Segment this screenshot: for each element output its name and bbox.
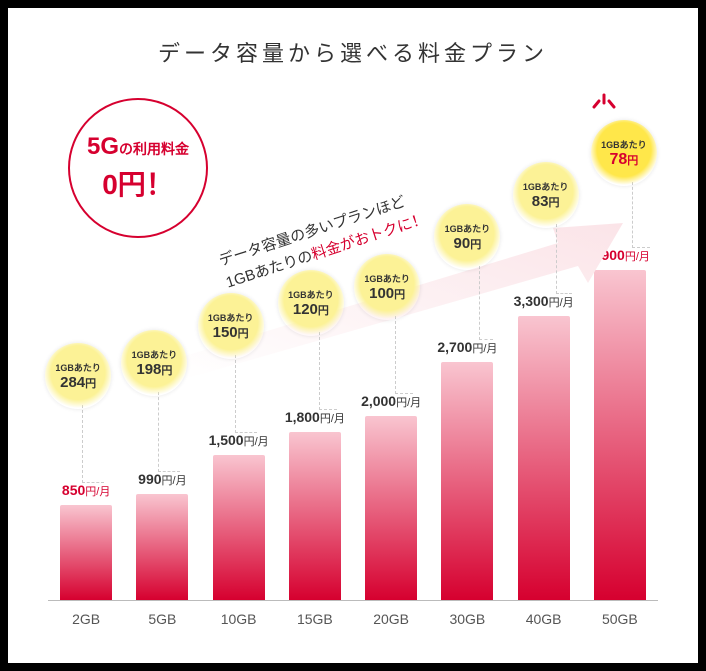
x-axis-label: 2GB [48, 605, 124, 633]
bar [136, 494, 188, 600]
x-axis-label: 40GB [506, 605, 582, 633]
per-gb-badge: 1GBあたり284円 [45, 343, 111, 409]
bar [441, 362, 493, 600]
bar [594, 270, 646, 600]
promo-line2: 0円！ [102, 163, 174, 203]
bar [365, 416, 417, 600]
per-gb-badge: 1GBあたり120円 [278, 270, 344, 336]
x-axis-label: 50GB [582, 605, 658, 633]
badge-connector [395, 316, 413, 394]
bar-column: 990円/月1GBあたり198円 [124, 471, 200, 600]
badge-connector [82, 405, 104, 483]
price-label: 2,000円/月 [361, 393, 421, 410]
badge-connector [319, 332, 337, 410]
per-gb-badge: 1GBあたり83円 [513, 162, 579, 228]
badge-connector [479, 266, 493, 340]
promo-line1: 5Gの利用料金 [87, 133, 189, 161]
x-axis-label: 30GB [429, 605, 505, 633]
bars-area: 850円/月1GBあたり284円990円/月1GBあたり198円1,500円/月… [48, 231, 658, 601]
x-axis-label: 10GB [201, 605, 277, 633]
bar [213, 455, 265, 600]
x-axis-label: 5GB [124, 605, 200, 633]
per-gb-badge: 1GBあたり150円 [198, 293, 264, 359]
price-label: 3,900円/月 [590, 247, 650, 264]
per-gb-badge: 1GBあたり78円 [591, 120, 657, 186]
badge-connector [632, 182, 650, 248]
per-gb-badge: 1GBあたり90円 [434, 204, 500, 270]
price-label: 850円/月 [62, 482, 110, 499]
x-axis-label: 20GB [353, 605, 429, 633]
bar-chart: 850円/月1GBあたり284円990円/月1GBあたり198円1,500円/月… [48, 213, 658, 633]
price-label: 1,500円/月 [209, 432, 269, 449]
badge-connector [235, 355, 257, 433]
x-axis: 2GB5GB10GB15GB20GB30GB40GB50GB [48, 605, 658, 633]
chart-frame: データ容量から選べる料金プラン 5Gの利用料金 0円！ データ容量の多いプランほ… [0, 0, 706, 671]
price-label: 2,700円/月 [437, 339, 497, 356]
bar-column: 2,000円/月1GBあたり100円 [353, 393, 429, 600]
bar-column: 1,500円/月1GBあたり150円 [201, 432, 277, 600]
per-gb-badge: 1GBあたり198円 [121, 330, 187, 396]
chart-title: データ容量から選べる料金プラン [8, 36, 698, 68]
bar [518, 316, 570, 600]
bar-column: 850円/月1GBあたり284円 [48, 482, 124, 600]
bar-column: 1,800円/月1GBあたり120円 [277, 409, 353, 600]
per-gb-badge: 1GBあたり100円 [354, 254, 420, 320]
bar-column: 3,900円/月1GBあたり78円 [582, 247, 658, 600]
x-axis-label: 15GB [277, 605, 353, 633]
price-label: 990円/月 [138, 471, 186, 488]
bar [60, 505, 112, 600]
badge-connector [158, 392, 180, 472]
bar-column: 3,300円/月1GBあたり83円 [506, 293, 582, 600]
badge-connector [556, 224, 572, 294]
bar-column: 2,700円/月1GBあたり90円 [429, 339, 505, 600]
bar [289, 432, 341, 600]
price-label: 1,800円/月 [285, 409, 345, 426]
spark-icon [590, 91, 616, 118]
price-label: 3,300円/月 [514, 293, 574, 310]
promo-circle-badge: 5Gの利用料金 0円！ [68, 98, 208, 238]
